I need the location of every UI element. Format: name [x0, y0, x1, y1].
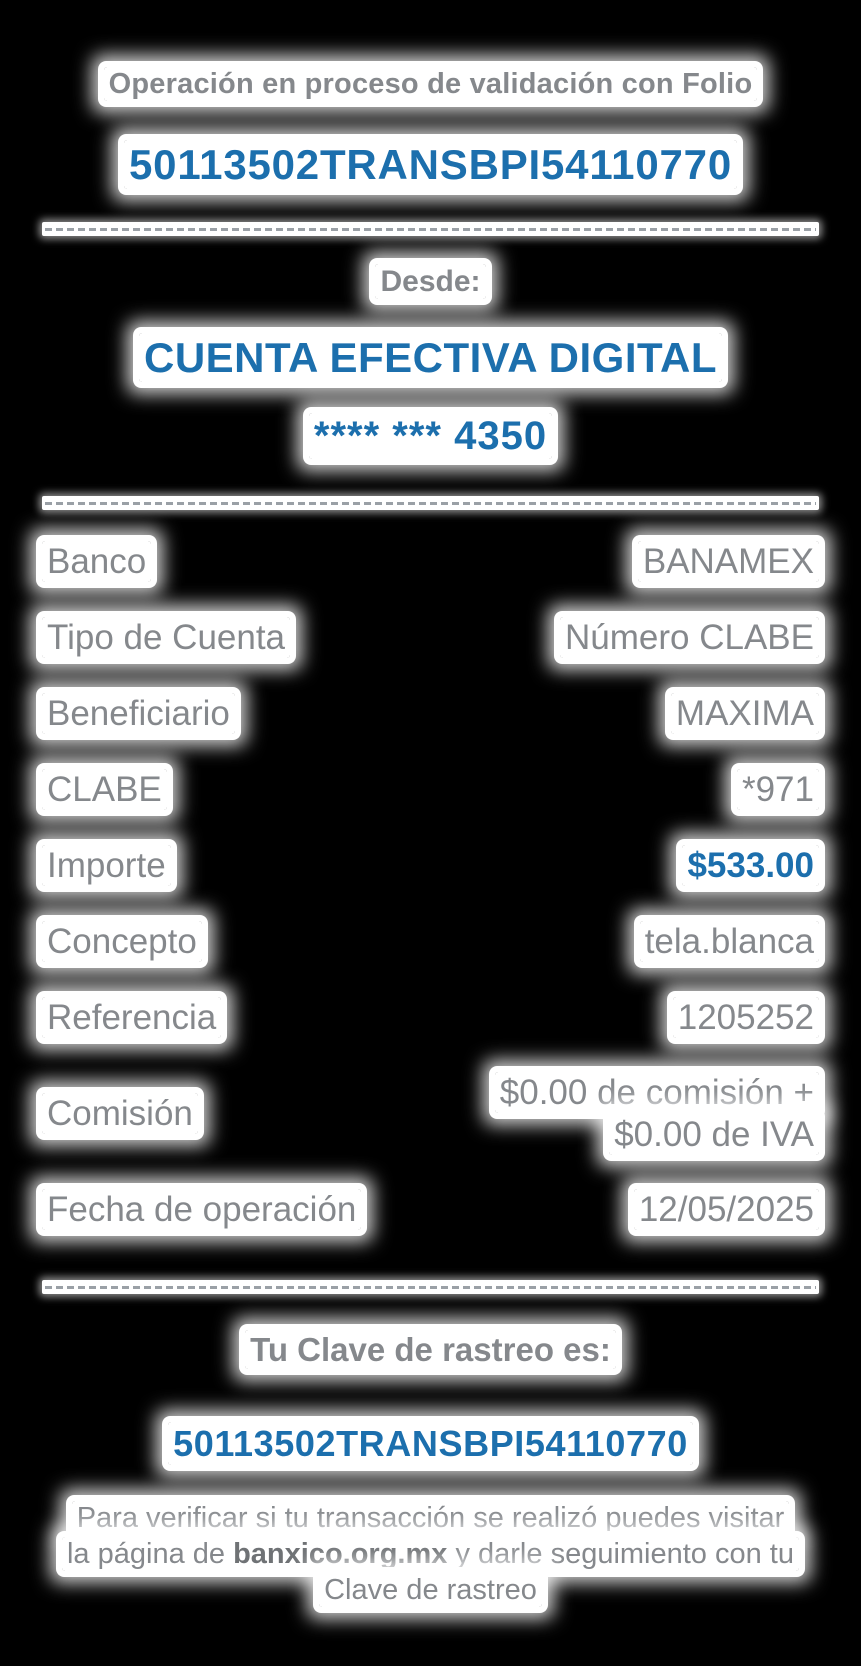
- detail-label-text: Fecha de operación: [42, 1189, 362, 1230]
- detail-value: $533.00: [682, 845, 819, 887]
- note-line-1: Para verificar si tu transacción se real…: [42, 1500, 819, 1536]
- detail-value-text: 12/05/2025: [633, 1189, 819, 1230]
- detail-label: Fecha de operación: [42, 1188, 362, 1232]
- detail-value: Número CLABE: [560, 617, 819, 659]
- detail-label: Comisión: [42, 1092, 198, 1136]
- tracking-key: 50113502TRANSBPI54110770: [42, 1422, 819, 1466]
- detail-label-text: Banco: [42, 541, 152, 582]
- detail-value-text: *971: [736, 769, 819, 810]
- detail-row: Beneficiario MAXIMA: [42, 692, 819, 736]
- details-rows: Banco BANAMEX Tipo de Cuenta Número CLAB…: [42, 540, 819, 1232]
- verification-note: Para verificar si tu transacción se real…: [42, 1500, 819, 1608]
- detail-row: Banco BANAMEX: [42, 540, 819, 584]
- detail-value: *971: [736, 769, 819, 811]
- detail-label: Concepto: [42, 920, 202, 964]
- detail-label: Referencia: [42, 996, 222, 1040]
- detail-value-text: tela.blanca: [639, 921, 819, 962]
- detail-label: CLABE: [42, 768, 167, 812]
- divider-top: [42, 222, 819, 236]
- detail-value: MAXIMA: [670, 693, 819, 735]
- divider-bottom: [42, 1280, 819, 1294]
- detail-label-text: Comisión: [42, 1093, 198, 1134]
- detail-label: Importe: [42, 844, 171, 888]
- detail-row: Tipo de Cuenta Número CLABE: [42, 616, 819, 660]
- detail-row: CLABE *971: [42, 768, 819, 812]
- note-line-2-after: y darle seguimiento con tu: [447, 1538, 794, 1570]
- detail-label-text: Concepto: [42, 921, 202, 962]
- detail-label-text: Tipo de Cuenta: [42, 617, 291, 658]
- detail-label-text: CLABE: [42, 769, 167, 810]
- detail-value: tela.blanca: [639, 921, 819, 963]
- note-line-3: Clave de rastreo: [42, 1572, 819, 1608]
- detail-value: 12/05/2025: [633, 1189, 819, 1231]
- detail-row: Comisión $0.00 de comisión + $0.00 de IV…: [42, 1072, 819, 1156]
- detail-label-text: Referencia: [42, 997, 222, 1038]
- detail-value: BANAMEX: [637, 541, 819, 583]
- detail-label-text: Importe: [42, 845, 171, 886]
- detail-value-text: MAXIMA: [670, 693, 819, 734]
- note-line-2-before: la página de: [66, 1538, 234, 1570]
- from-label-text: Desde:: [375, 264, 486, 299]
- banxico-link[interactable]: banxico.org.mx: [233, 1538, 448, 1570]
- detail-label: Tipo de Cuenta: [42, 616, 291, 660]
- detail-value-text: Número CLABE: [560, 617, 819, 658]
- detail-value-text: $0.00 de comisión + $0.00 de IVA: [494, 1072, 819, 1155]
- transfer-receipt: Operación en proceso de validación con F…: [0, 66, 861, 1666]
- tracking-key-title: Tu Clave de rastreo es:: [42, 1330, 819, 1370]
- detail-value-text: 1205252: [672, 997, 819, 1038]
- detail-value-text: BANAMEX: [637, 541, 819, 582]
- source-account-name-text: CUENTA EFECTIVA DIGITAL: [138, 333, 723, 382]
- source-account-name: CUENTA EFECTIVA DIGITAL: [42, 332, 819, 384]
- from-section-label: Desde:: [42, 264, 819, 300]
- divider-dashes: [45, 1285, 816, 1289]
- detail-value-text: $533.00: [682, 845, 819, 886]
- folio-number-text: 50113502TRANSBPI54110770: [124, 140, 737, 189]
- source-account-mask-text: **** *** 4350: [308, 413, 553, 459]
- divider-dashes: [45, 501, 816, 505]
- tracking-key-text: 50113502TRANSBPI54110770: [168, 1422, 693, 1465]
- tracking-key-title-text: Tu Clave de rastreo es:: [245, 1330, 616, 1369]
- detail-row: Concepto tela.blanca: [42, 920, 819, 964]
- detail-label-text: Beneficiario: [42, 693, 235, 734]
- source-account-mask: **** *** 4350: [42, 412, 819, 460]
- divider-dashes: [45, 227, 816, 231]
- note-line-2: la página de banxico.org.mx y darle segu…: [42, 1536, 819, 1572]
- detail-label: Banco: [42, 540, 152, 584]
- detail-row: Referencia 1205252: [42, 996, 819, 1040]
- detail-value: 1205252: [672, 997, 819, 1039]
- detail-row: Importe $533.00: [42, 844, 819, 888]
- detail-value: $0.00 de comisión + $0.00 de IVA: [469, 1072, 819, 1156]
- divider-middle: [42, 496, 819, 510]
- detail-label: Beneficiario: [42, 692, 235, 736]
- validation-status-text: Operación en proceso de validación con F…: [103, 67, 758, 101]
- validation-status-title: Operación en proceso de validación con F…: [42, 66, 819, 102]
- detail-row: Fecha de operación 12/05/2025: [42, 1188, 819, 1232]
- folio-number: 50113502TRANSBPI54110770: [42, 140, 819, 190]
